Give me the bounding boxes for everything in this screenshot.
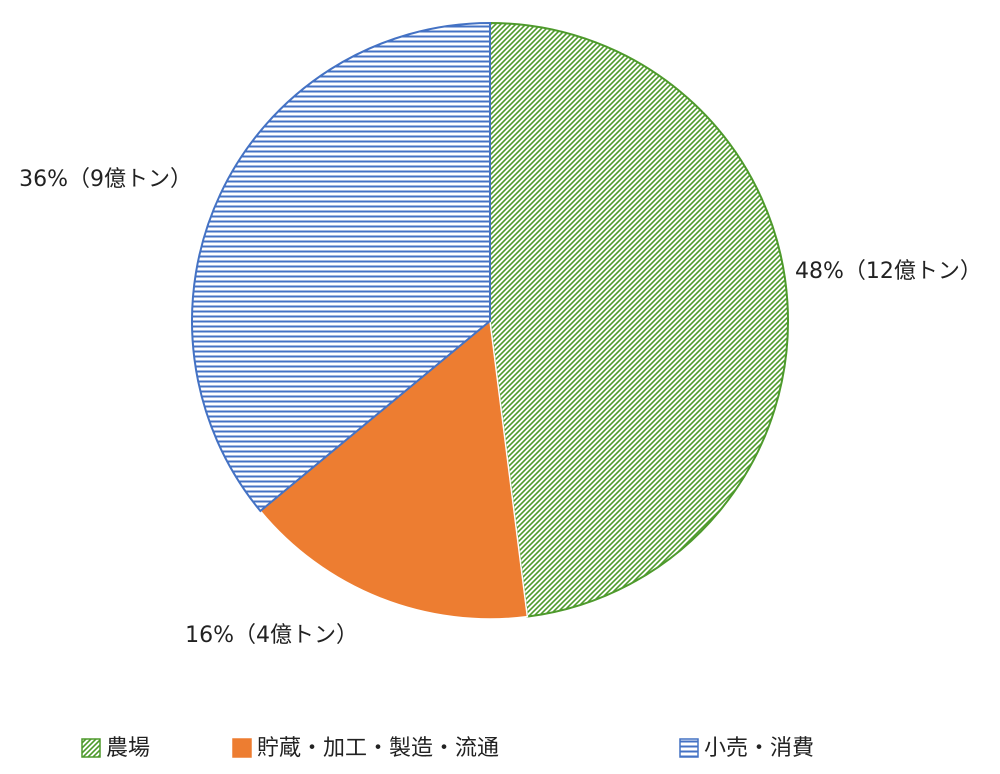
legend-swatch — [232, 738, 252, 758]
legend-swatch — [679, 738, 699, 758]
data-label: 16%（4億トン） — [185, 623, 358, 648]
pie-slice — [259, 319, 529, 620]
legend-label: 貯蔵・加工・製造・流通 — [257, 736, 499, 761]
legend-label: 小売・消費 — [704, 736, 814, 761]
legend-swatch — [81, 738, 101, 758]
data-label: 36%（9億トン） — [19, 167, 192, 192]
pie-slice — [191, 21, 491, 513]
pie-slice — [489, 21, 789, 618]
legend-label: 農場 — [106, 736, 150, 761]
data-label: 48%（12億トン） — [795, 259, 982, 284]
